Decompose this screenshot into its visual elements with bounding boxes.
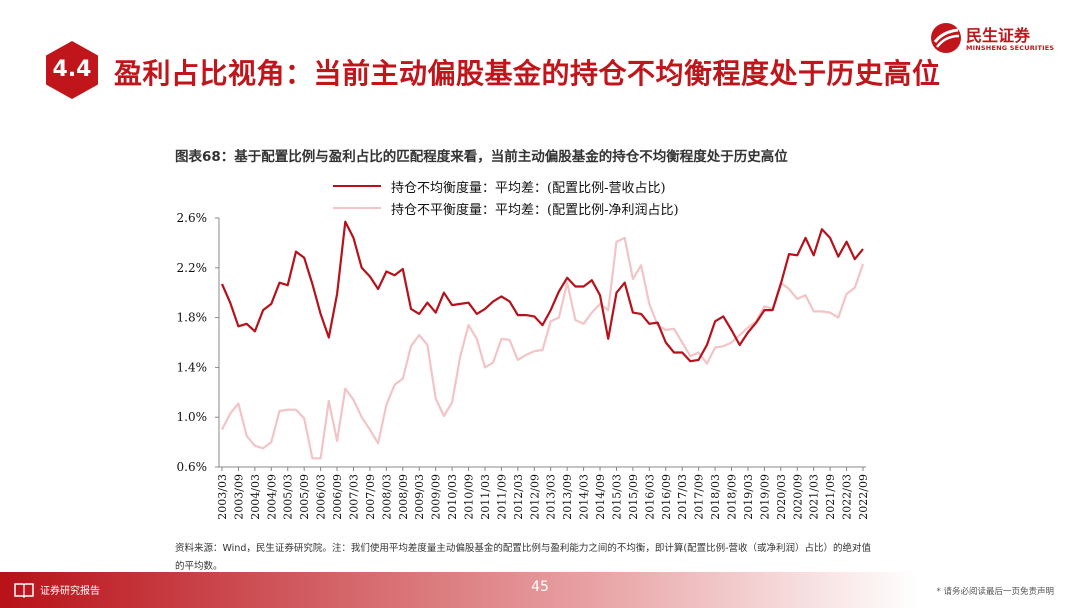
x-tick-label: 2006/03 <box>315 474 328 520</box>
book-icon <box>14 583 34 598</box>
x-tick-label: 2009/09 <box>430 474 443 520</box>
x-tick-label: 2008/03 <box>380 474 393 520</box>
x-tick-label: 2018/09 <box>726 474 739 520</box>
x-tick-label: 2009/03 <box>413 474 426 520</box>
x-tick-label: 2005/09 <box>298 474 311 520</box>
logo-mark-icon <box>931 23 961 53</box>
legend-label-profit: 持仓不平衡度量：平均差：(配置比例-净利润占比) <box>391 203 679 218</box>
source-note: 资料来源：Wind，民生证券研究院。注：我们使用平均差度量主动偏股基金的配置比例… <box>175 543 872 572</box>
x-tick-label: 2010/03 <box>446 474 459 520</box>
page-number: 45 <box>531 579 549 595</box>
section-badge: 4.4 <box>44 40 100 100</box>
brand-logo: 民生证券 MINSHENG SECURITIES <box>930 22 1055 56</box>
x-tick-label: 2016/09 <box>660 474 673 520</box>
x-tick-label: 2007/03 <box>347 474 360 520</box>
x-tick-label: 2014/03 <box>578 474 591 520</box>
x-tick-label: 2005/03 <box>282 474 295 520</box>
y-tick-label: 1.0% <box>177 410 208 424</box>
x-tick-label: 2021/03 <box>808 474 821 520</box>
x-tick-label: 2007/09 <box>364 474 377 520</box>
x-tick-label: 2013/03 <box>545 474 558 520</box>
y-tick-label: 1.4% <box>177 360 208 374</box>
x-tick-label: 2012/09 <box>528 474 541 520</box>
x-tick-label: 2017/03 <box>676 474 689 520</box>
x-tick-label: 2015/09 <box>627 474 640 520</box>
series-line-profit <box>221 236 865 460</box>
x-tick-label: 2017/09 <box>693 474 706 520</box>
hexagon-icon <box>46 41 98 99</box>
x-tick-label: 2003/03 <box>216 474 229 520</box>
x-tick-label: 2004/03 <box>249 474 262 520</box>
x-tick-label: 2016/03 <box>643 474 656 520</box>
line-chart: 0.6% 1.0% 1.4% 1.8% 2.2% 2.6% 2003/03 2003/09 20… <box>177 211 871 520</box>
x-tick-label: 2018/03 <box>709 474 722 520</box>
x-tick-label: 2013/09 <box>561 474 574 520</box>
series-line-revenue <box>220 220 864 363</box>
x-tick-label: 2004/09 <box>265 474 278 520</box>
x-tick-label: 2019/09 <box>758 474 771 520</box>
x-tick-label: 2011/09 <box>495 474 508 520</box>
x-tick-label: 2020/09 <box>791 474 804 520</box>
y-tick-label: 2.6% <box>177 211 208 225</box>
x-tick-label: 2020/03 <box>775 474 788 520</box>
y-tick-label: 0.6% <box>177 460 208 474</box>
brand-name-cn: 民生证券 <box>966 26 1031 45</box>
x-tick-label: 2008/09 <box>397 474 410 520</box>
x-tick-label: 2006/09 <box>331 474 344 520</box>
legend-swatch-profit <box>333 207 381 209</box>
section-number: 4.4 <box>52 57 92 82</box>
x-tick-label: 2019/03 <box>742 474 755 520</box>
footer-disclaimer: * 请务必阅读最后一页免责声明 <box>936 587 1054 597</box>
footer-bar <box>0 572 1080 608</box>
x-tick-label: 2014/09 <box>594 474 607 520</box>
x-tick-label: 2011/03 <box>479 474 492 520</box>
y-tick-label: 1.8% <box>177 311 208 325</box>
brand-name-en: MINSHENG SECURITIES <box>966 44 1055 52</box>
x-tick-label: 2022/03 <box>841 474 854 520</box>
x-tick-label: 2021/09 <box>824 474 837 520</box>
x-tick-label: 2015/03 <box>610 474 623 520</box>
figure-title: 图表68：基于配置比例与盈利占比的匹配程度来看，当前主动偏股基金的持仓不均衡程度… <box>175 149 788 165</box>
slide-title: 盈利占比视角：当前主动偏股基金的持仓不均衡程度处于历史高位 <box>114 57 941 90</box>
footer-report-label: 证券研究报告 <box>40 586 100 597</box>
y-tick-label: 2.2% <box>177 261 208 275</box>
x-tick-label: 2012/03 <box>512 474 525 520</box>
legend-label-revenue: 持仓不均衡度量：平均差：(配置比例-营收占比) <box>391 181 666 196</box>
x-tick-label: 2010/09 <box>463 474 476 520</box>
x-tick-label: 2003/09 <box>232 474 245 520</box>
x-tick-label: 2022/09 <box>857 474 870 520</box>
legend-swatch-revenue <box>333 185 381 187</box>
